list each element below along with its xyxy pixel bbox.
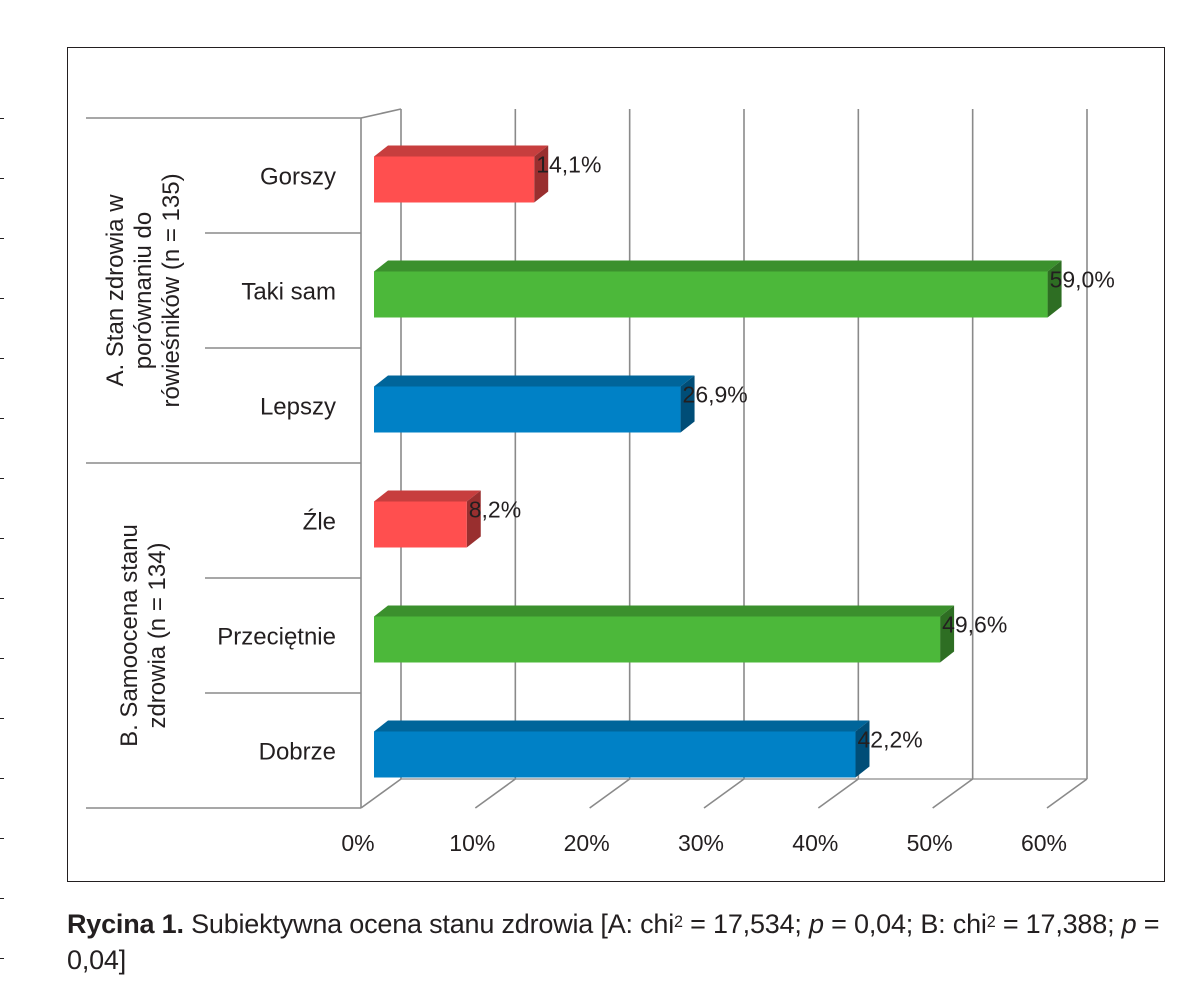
caption-text: Subiektywna ocena stanu zdrowia [A: chi <box>183 909 675 939</box>
bar-top <box>374 720 870 732</box>
x-tick-label: 10% <box>449 830 495 856</box>
bar <box>374 271 1048 318</box>
x-tick-label: 50% <box>907 830 953 856</box>
floor-gridline <box>360 778 402 809</box>
bar <box>374 731 856 778</box>
category-label: Taki sam <box>241 279 336 306</box>
bar-side <box>1047 260 1062 318</box>
bar <box>374 156 535 203</box>
margin-mark <box>0 838 4 839</box>
floor-gridline <box>589 778 631 809</box>
floor-gridline <box>474 778 516 809</box>
bar-top <box>374 145 549 157</box>
caption-text: = 17,388; <box>995 909 1122 939</box>
bar-side <box>534 145 549 203</box>
margin-mark <box>0 298 4 299</box>
group-label: A. Stan zdrowia w <box>102 194 129 387</box>
margin-mark <box>0 538 4 539</box>
margin-mark <box>0 358 4 359</box>
margin-mark <box>0 718 4 719</box>
margin-mark <box>0 178 4 179</box>
floor-gridline <box>932 778 974 809</box>
group-label: zdrowia (n = 134) <box>144 542 171 728</box>
margin-mark <box>0 958 4 959</box>
floor-gridline <box>1046 778 1088 809</box>
group-label: porównaniu do <box>130 212 157 369</box>
data-label: 59,0% <box>1050 267 1115 293</box>
margin-mark <box>0 478 4 479</box>
bar-top <box>374 375 695 387</box>
category-label: Gorszy <box>260 164 336 191</box>
margin-mark <box>0 778 4 779</box>
category-label: Źle <box>303 509 336 536</box>
caption-superscript: 2 <box>986 913 996 931</box>
bar <box>374 501 467 548</box>
category-label: Lepszy <box>260 394 336 421</box>
x-tick-label: 30% <box>678 830 724 856</box>
floor-gridline <box>703 778 745 809</box>
data-label: 14,1% <box>536 152 601 178</box>
group-label: rówieśników (n = 135) <box>158 173 185 407</box>
caption-label: Rycina 1. <box>67 909 184 939</box>
margin-mark <box>0 598 4 599</box>
caption-italic: p <box>1121 909 1137 939</box>
bar-side <box>680 375 695 433</box>
caption-superscript: 2 <box>674 913 683 931</box>
margin-mark <box>0 658 4 659</box>
margin-mark <box>0 238 4 239</box>
figure-caption: Rycina 1. Subiektywna ocena stanu zdrowi… <box>67 906 1177 978</box>
caption-text: = 0,04] <box>67 909 1160 975</box>
x-tick-label: 60% <box>1021 830 1067 856</box>
margin-mark <box>0 118 4 119</box>
category-label: Dobrze <box>259 739 336 766</box>
caption-text: = 17,534; <box>682 909 810 939</box>
group-label: B. Samoocena stanu <box>116 524 143 747</box>
data-label: 42,2% <box>857 727 922 753</box>
data-label: 26,9% <box>683 382 748 408</box>
bar-side <box>466 490 481 548</box>
bar-top <box>374 490 481 502</box>
x-tick-label: 20% <box>564 830 610 856</box>
floor-gridline <box>817 778 859 809</box>
margin-mark <box>0 898 4 899</box>
caption-italic: p <box>809 909 824 939</box>
x-tick-label: 40% <box>792 830 838 856</box>
data-label: 49,6% <box>942 612 1007 638</box>
bar <box>374 386 681 433</box>
margin-mark <box>0 418 4 419</box>
axis-depth-line <box>360 108 402 119</box>
x-tick-label: 0% <box>341 830 374 856</box>
bar-side <box>855 720 870 778</box>
data-label: 8,2% <box>469 497 521 523</box>
bar-chart: 0% 10% 20% 30% 40% 50% 60% A. Stan zdrowia w por… <box>86 108 1115 856</box>
caption-text: = 0,04; B: chi <box>823 909 987 939</box>
bar-top <box>374 260 1062 272</box>
bar <box>374 616 941 663</box>
category-label: Przeciętnie <box>217 624 336 651</box>
bar-side <box>940 605 955 663</box>
chart-frame: 0% 10% 20% 30% 40% 50% 60% A. Stan zdrowia w por… <box>67 47 1165 882</box>
bar-top <box>374 605 955 617</box>
